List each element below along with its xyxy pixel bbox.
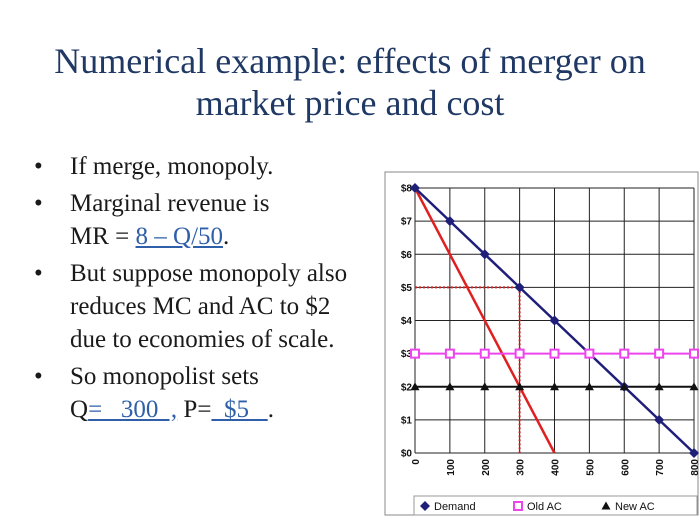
legend-marker-icon — [420, 501, 430, 511]
y-tick-label: $8 — [401, 184, 413, 195]
bullet-monopolist-sets: • So monopolist sets Q= 300 , P= $5 . — [28, 360, 358, 426]
old-ac-point — [619, 348, 630, 359]
new-ac-point — [689, 382, 699, 391]
p-prefix: P= — [177, 396, 212, 423]
demand-point — [444, 216, 455, 227]
old-ac-point — [584, 348, 595, 359]
q-value: = 300 , — [88, 396, 178, 423]
legend-demand: Demand — [434, 501, 476, 513]
legend-marker-icon — [513, 501, 523, 511]
mr-prefix: MR = — [70, 223, 136, 250]
y-tick-label: $5 — [401, 283, 413, 294]
merger-chart: $0 $1 $2 $3 $4 $5 $6 $7 $8 0 100 200 300 400 500 600 700… — [380, 170, 700, 520]
q-prefix: Q — [70, 396, 89, 423]
bullet-monopoly: • If merge, monopoly. — [28, 150, 358, 183]
y-tick-label: $4 — [401, 316, 413, 327]
old-ac-point — [689, 348, 699, 359]
x-tick-label: 700 — [655, 459, 666, 476]
new-ac-point — [619, 382, 629, 391]
new-ac-point — [410, 382, 420, 391]
bullet-marker: • — [34, 153, 43, 180]
bullet-text: But suppose monopoly also reduces MC and… — [70, 260, 348, 353]
old-ac-point — [514, 348, 525, 359]
mr-formula-link[interactable]: 8 – Q/50 — [135, 223, 224, 250]
title-line-1: Numerical example: effects of merger on — [54, 41, 646, 81]
chart-svg: $0 $1 $2 $3 $4 $5 $6 $7 $8 0 100 200 300 400 500 600 700… — [384, 171, 700, 516]
bullet-text: Marginal revenue is — [70, 190, 270, 217]
new-ac-point — [480, 382, 490, 391]
bullet-text: If merge, monopoly. — [70, 153, 274, 180]
x-tick-label: 300 — [516, 459, 527, 476]
legend-box — [413, 495, 698, 516]
demand-point — [479, 249, 490, 260]
bullet-text: So monopolist sets — [70, 363, 259, 390]
old-ac-point — [479, 348, 490, 359]
title-line-2: market price and cost — [195, 83, 505, 123]
chart-legend: Demand Old AC New AC — [413, 495, 698, 516]
legend-new-ac: New AC — [615, 501, 655, 513]
y-tick-label: $1 — [401, 415, 413, 426]
slide-title: Numerical example: effects of merger on … — [0, 40, 700, 124]
bullet-economies-of-scale: • But suppose monopoly also reduces MC a… — [28, 257, 358, 356]
x-tick-label: 800 — [690, 459, 700, 476]
x-tick-label: 0 — [411, 459, 422, 465]
bullet-marginal-revenue: • Marginal revenue is MR = 8 – Q/50. — [28, 187, 358, 253]
chart-frame — [384, 171, 699, 516]
y-tick-label: $0 — [401, 449, 413, 460]
x-tick-label: 500 — [585, 459, 596, 476]
x-tick-label: 400 — [551, 459, 562, 476]
new-ac-point — [584, 382, 594, 391]
x-tick-label: 100 — [446, 459, 457, 476]
old-ac-point — [410, 348, 420, 359]
demand-point — [654, 414, 665, 425]
x-tick-label: 600 — [620, 459, 631, 476]
new-ac-point — [654, 382, 664, 391]
bullet-marker: • — [34, 260, 43, 287]
legend-marker-icon — [601, 501, 611, 510]
y-tick-label: $3 — [401, 349, 413, 360]
bullet-marker: • — [34, 190, 43, 217]
y-tick-label: $6 — [401, 250, 413, 261]
old-ac-point — [549, 348, 560, 359]
p-value: $5 — [211, 396, 268, 423]
old-ac-point — [444, 348, 455, 359]
y-tick-label: $2 — [401, 382, 413, 393]
new-ac-point — [515, 382, 525, 391]
demand-point — [549, 315, 560, 326]
y-tick-label: $7 — [401, 217, 413, 228]
new-ac-point — [550, 382, 559, 391]
x-tick-label: 200 — [481, 459, 492, 476]
q-p-suffix: . — [267, 396, 274, 423]
demand-point — [689, 448, 699, 458]
demand-point — [514, 282, 525, 293]
new-ac-point — [445, 382, 455, 391]
legend-old-ac: Old AC — [527, 501, 562, 513]
old-ac-point — [654, 348, 665, 359]
mr-suffix: . — [223, 223, 230, 250]
marginal-revenue-line — [413, 187, 556, 454]
demand-point — [410, 183, 420, 193]
bullet-marker: • — [34, 363, 43, 390]
bullet-list: • If merge, monopoly. • Marginal revenue… — [28, 150, 358, 430]
